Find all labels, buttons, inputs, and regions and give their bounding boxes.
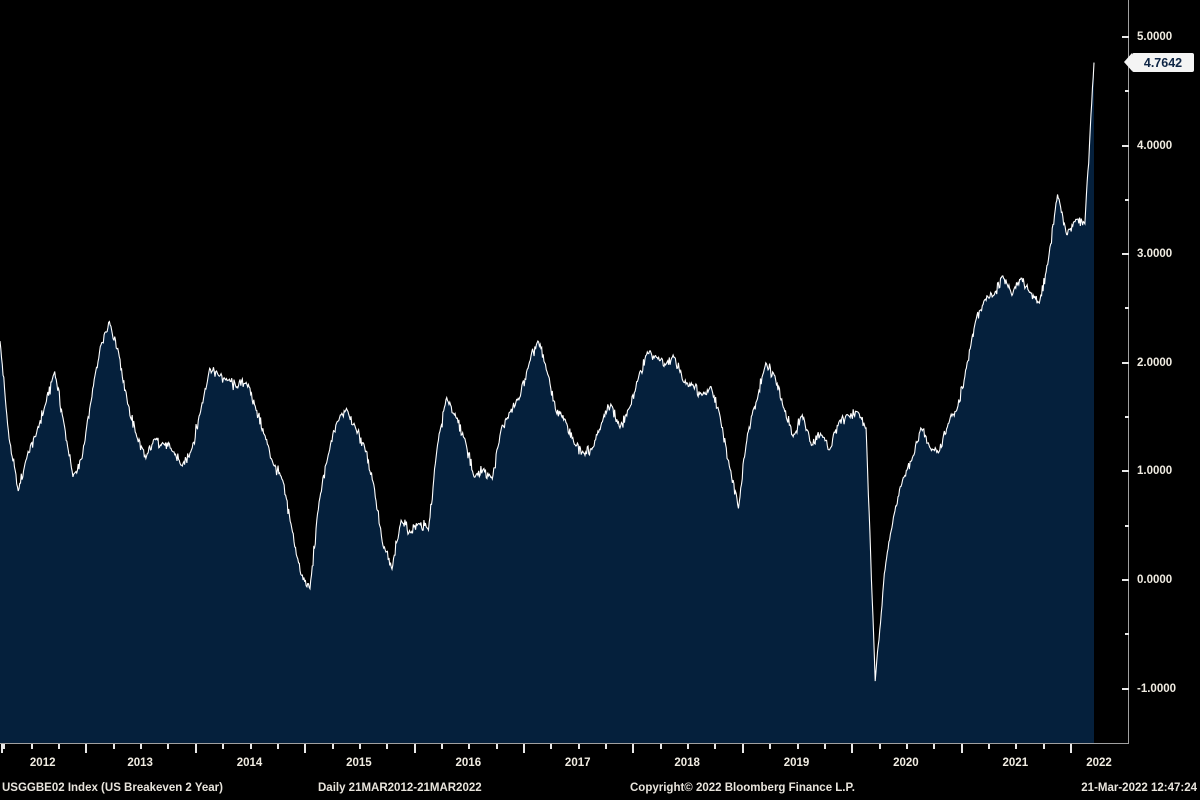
y-axis-tick-label: 1.0000 [1137,465,1173,478]
y-axis-minor-tick [1125,416,1129,419]
y-axis-tick-label: 4.0000 [1137,139,1173,152]
security-description: USGGBE02 Index (US Breakeven 2 Year) [2,782,223,794]
y-axis-major-tick [1122,253,1129,256]
x-axis-minor-tick [577,744,580,749]
x-axis-year-label: 2020 [893,757,919,769]
x-axis-year-label: 2019 [783,757,810,769]
x-axis-minor-tick [687,744,690,749]
x-axis: 2012 2013 2014 2015 2016 2017 2018 2019 2020 2021… [0,743,1129,780]
timestamp: 21-Mar-2022 12:47:24 [1081,782,1197,794]
area-fill [0,62,1094,743]
x-axis-year-label: 2013 [127,757,153,769]
status-bar: USGGBE02 Index (US Breakeven 2 Year) Dai… [0,780,1200,800]
x-axis-major-tick [960,744,963,753]
last-price-value: 4.7642 [1143,55,1183,70]
x-axis-major-tick [304,744,307,753]
x-axis-minor-tick [905,744,908,749]
x-axis-minor-tick [331,744,334,749]
x-axis-minor-tick [714,744,717,749]
x-axis-minor-tick [386,744,389,749]
copyright-notice: Copyright© 2022 Bloomberg Finance L.P. [630,782,855,794]
x-axis-year-label: 2016 [455,757,482,769]
x-axis-minor-tick [276,744,279,749]
x-axis-minor-tick [933,744,936,749]
y-axis-minor-tick [1125,198,1129,201]
x-axis-year-label: 2014 [236,757,263,769]
y-axis-major-tick [1122,361,1129,364]
x-axis-minor-tick [140,744,143,749]
x-axis-minor-tick [440,744,443,749]
x-axis-year-label: 2018 [674,757,700,769]
y-axis-major-tick [1122,687,1129,690]
y-axis-minor-tick [1125,90,1129,93]
x-axis-year-label: 2021 [1002,757,1029,769]
x-axis-minor-tick [30,744,33,749]
x-axis-major-tick [851,744,854,753]
x-axis-minor-tick [796,744,799,749]
x-axis-minor-tick [167,744,170,749]
chart-period: Daily 21MAR2012-21MAR2022 [318,782,482,794]
x-axis-major-tick [632,744,635,753]
y-axis-major-tick [1122,470,1129,473]
x-axis-major-tick [85,744,88,753]
y-axis: 5.0000 4.0000 3.0000 2.0000 1.0000 0.0000 -1.0… [1122,0,1200,744]
x-axis-minor-tick [222,744,225,749]
x-axis-minor-tick [987,744,990,749]
x-axis-minor-tick [495,744,498,749]
x-axis-minor-tick [550,744,553,749]
last-price-badge: 4.7642 [1124,53,1194,73]
x-axis-minor-tick [3,744,6,749]
x-axis-minor-tick [58,744,61,749]
price-line [0,62,1095,682]
x-axis-minor-tick [249,744,252,749]
y-axis-tick-label: -1.0000 [1137,682,1177,695]
y-axis-tick-label: 2.0000 [1137,356,1173,369]
y-axis-minor-tick [1125,307,1129,310]
x-axis-minor-tick [468,744,471,749]
x-axis-major-tick [413,744,416,753]
x-axis-minor-tick [1042,744,1045,749]
y-axis-major-tick [1122,579,1129,582]
x-axis-major-tick [741,744,744,753]
x-axis-major-tick [194,744,197,753]
y-axis-minor-tick [1125,524,1129,527]
y-axis-minor-tick [1125,633,1129,636]
x-axis-minor-tick [823,744,826,749]
x-axis-minor-tick [605,744,608,749]
y-axis-tick-label: 5.0000 [1137,30,1173,43]
x-axis-major-tick [1070,744,1073,753]
x-axis-edge-tick [1,744,3,753]
x-axis-year-label: 2012 [29,757,56,769]
x-axis-minor-tick [769,744,772,749]
x-axis-minor-tick [1015,744,1018,749]
x-axis-year-label: 2022 [1086,757,1112,769]
y-axis-major-tick [1122,144,1129,147]
y-axis-tick-label: 0.0000 [1137,574,1173,587]
x-axis-minor-tick [878,744,881,749]
y-axis-tick-label: 3.0000 [1137,248,1173,261]
x-axis-year-label: 2015 [346,757,372,769]
x-axis-year-label: 2017 [564,757,591,769]
breakeven-price-area-chart[interactable] [0,0,1128,743]
x-axis-minor-tick [659,744,662,749]
x-axis-major-tick [523,744,526,753]
x-axis-minor-tick [358,744,361,749]
x-axis-minor-tick [112,744,115,749]
y-axis-major-tick [1122,35,1129,38]
